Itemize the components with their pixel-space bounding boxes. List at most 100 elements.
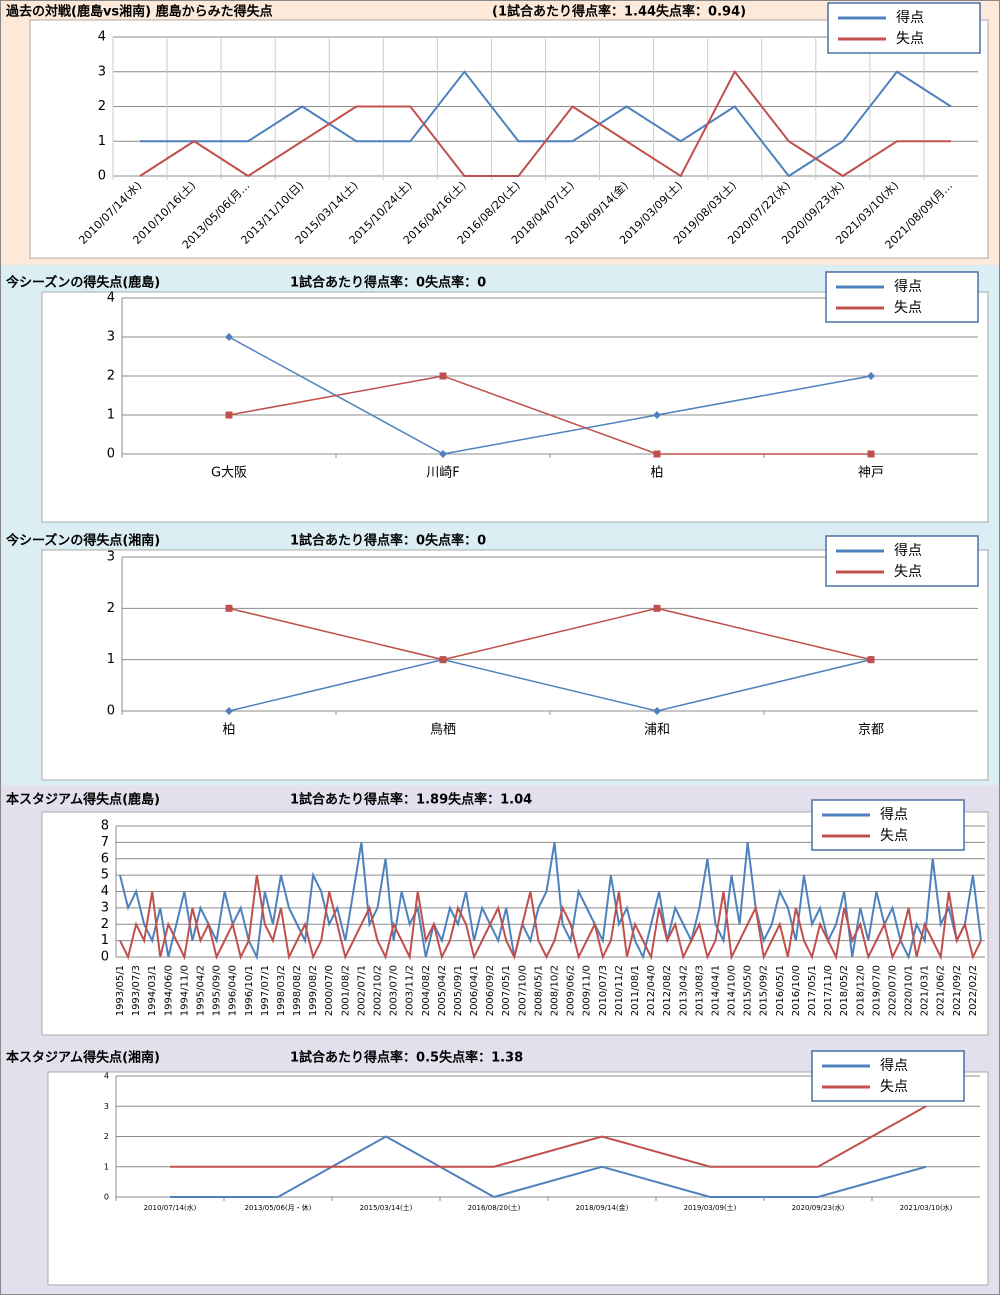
x-tick-label: 2012/04/0 [646, 965, 657, 1016]
x-tick-label: 2018/05/2 [839, 965, 850, 1016]
y-tick-label: 3 [98, 64, 106, 79]
chart-subtitle: 1試合あたり得点率：0失点率：0 [290, 533, 486, 549]
x-tick-label: 1995/09/0 [212, 965, 223, 1016]
x-tick-label: 1994/03/1 [147, 965, 158, 1016]
legend-box [811, 1050, 965, 1102]
series-line [139, 69, 951, 178]
x-tick-label: 2009/06/2 [566, 965, 577, 1016]
x-tick-label: 2002/10/2 [373, 965, 384, 1016]
x-tick-label: 2006/09/2 [485, 965, 496, 1016]
legend-label: 失点 [880, 828, 908, 844]
x-tick-label: 2005/09/1 [453, 965, 464, 1016]
y-tick-label: 2 [107, 601, 115, 616]
marker [867, 372, 875, 380]
chart-subtitle: 1試合あたり得点率：0失点率：0 [290, 275, 486, 291]
chart-subtitle: (1試合あたり得点率：1.44失点率：0.94) [492, 4, 746, 20]
x-tick-label: 2018/12/0 [855, 965, 866, 1016]
x-tick-label: 2009/11/0 [582, 965, 593, 1016]
y-tick-label: 1 [98, 134, 106, 149]
x-tick-label: 柏 [222, 723, 235, 738]
x-tick-label: 2001/08/2 [340, 965, 351, 1016]
chart-title: 本スタジアム得失点(鹿島) [6, 792, 160, 808]
x-tick-label: 2017/11/0 [823, 965, 834, 1016]
y-tick-label: 1 [104, 1162, 109, 1171]
x-tick-label: 1998/03/2 [276, 965, 287, 1016]
x-tick-label: 2014/04/1 [710, 965, 721, 1016]
x-tick-label: 2019/03/09(土) [684, 1203, 737, 1212]
y-tick-label: 8 [101, 819, 109, 834]
x-tick-label: 2021/03/1 [920, 965, 931, 1016]
x-tick-label: 2014/10/0 [727, 965, 738, 1016]
x-tick-label: 2008/10/2 [550, 965, 561, 1016]
y-tick-label: 4 [107, 291, 115, 306]
y-tick-label: 1 [101, 933, 109, 948]
legend-label: 得点 [880, 806, 908, 823]
chart-area [47, 1071, 989, 1286]
x-tick-label: 2020/09/23(水) [792, 1203, 845, 1212]
x-tick-label: 2010/07/14(水) [144, 1203, 197, 1212]
y-tick-label: 6 [101, 851, 109, 866]
chart-title: 本スタジアム得失点(湘南) [6, 1050, 160, 1066]
series-line [170, 1135, 927, 1199]
x-tick-label: 2020/10/1 [904, 965, 915, 1016]
legend-label: 得点 [880, 1057, 908, 1074]
x-tick-label: 浦和 [644, 723, 670, 738]
marker [439, 372, 447, 380]
x-tick-label: 1999/08/2 [308, 965, 319, 1016]
marker [653, 411, 661, 419]
marker [867, 450, 875, 458]
chart-subtitle: 1試合あたり得点率：1.89失点率：1.04 [290, 792, 532, 808]
y-tick-label: 4 [101, 884, 109, 899]
x-tick-label: 2013/08/3 [694, 965, 705, 1016]
series-line [228, 607, 872, 661]
legend-label: 失点 [896, 31, 924, 47]
marker [653, 707, 661, 715]
legend-box [827, 2, 981, 54]
x-tick-label: 2006/04/1 [469, 965, 480, 1016]
x-tick-label: 2005/04/2 [437, 965, 448, 1016]
x-tick-label: 川崎F [426, 466, 459, 481]
y-tick-label: 0 [104, 1193, 109, 1202]
y-tick-label: 3 [107, 550, 115, 565]
x-tick-label: 2013/04/2 [678, 965, 689, 1016]
x-tick-label: 2011/08/1 [630, 965, 641, 1016]
series-line [170, 1105, 927, 1168]
x-tick-label: 2002/07/1 [356, 965, 367, 1016]
legend-box [825, 535, 979, 587]
chart-title: 今シーズンの得失点(鹿島) [5, 275, 160, 291]
y-tick-label: 1 [107, 408, 115, 423]
x-tick-label: 2004/08/2 [421, 965, 432, 1016]
x-tick-label: 2021/03/10(水) [900, 1203, 953, 1212]
chart-area [29, 19, 989, 259]
marker [225, 411, 233, 419]
x-tick-label: G大阪 [211, 466, 247, 481]
x-tick-label: 2012/08/2 [662, 965, 673, 1016]
y-tick-label: 2 [104, 1132, 109, 1141]
y-tick-label: 4 [98, 30, 106, 45]
x-tick-label: 1995/04/2 [195, 965, 206, 1016]
chart-title: 今シーズンの得失点(湘南) [5, 533, 160, 549]
x-tick-label: 1993/07/3 [131, 965, 142, 1016]
x-tick-label: 2000/07/0 [324, 965, 335, 1016]
x-tick-label: 1994/11/0 [179, 965, 190, 1016]
chart-area [41, 549, 989, 781]
legend-label: 失点 [894, 564, 922, 580]
x-tick-label: 1993/05/1 [115, 965, 126, 1016]
series-line [119, 842, 982, 961]
x-tick-label: 1994/06/0 [163, 965, 174, 1016]
y-tick-label: 1 [107, 652, 115, 667]
x-tick-label: 2015/09/2 [759, 965, 770, 1016]
chart-area [41, 291, 989, 523]
y-tick-label: 0 [98, 169, 106, 184]
x-tick-label: 神戸 [858, 466, 884, 481]
legend-label: 得点 [894, 542, 922, 559]
x-tick-label: 2015/05/0 [743, 965, 754, 1016]
x-tick-label: 2019/07/0 [871, 965, 882, 1016]
x-tick-label: 2015/03/14(土) [360, 1203, 413, 1212]
x-tick-label: 2016/10/0 [791, 965, 802, 1016]
legend-label: 得点 [894, 278, 922, 295]
series-line [228, 375, 871, 455]
x-tick-label: 2016/05/1 [775, 965, 786, 1016]
x-tick-label: 2013/05/06(月・休) [245, 1203, 312, 1212]
